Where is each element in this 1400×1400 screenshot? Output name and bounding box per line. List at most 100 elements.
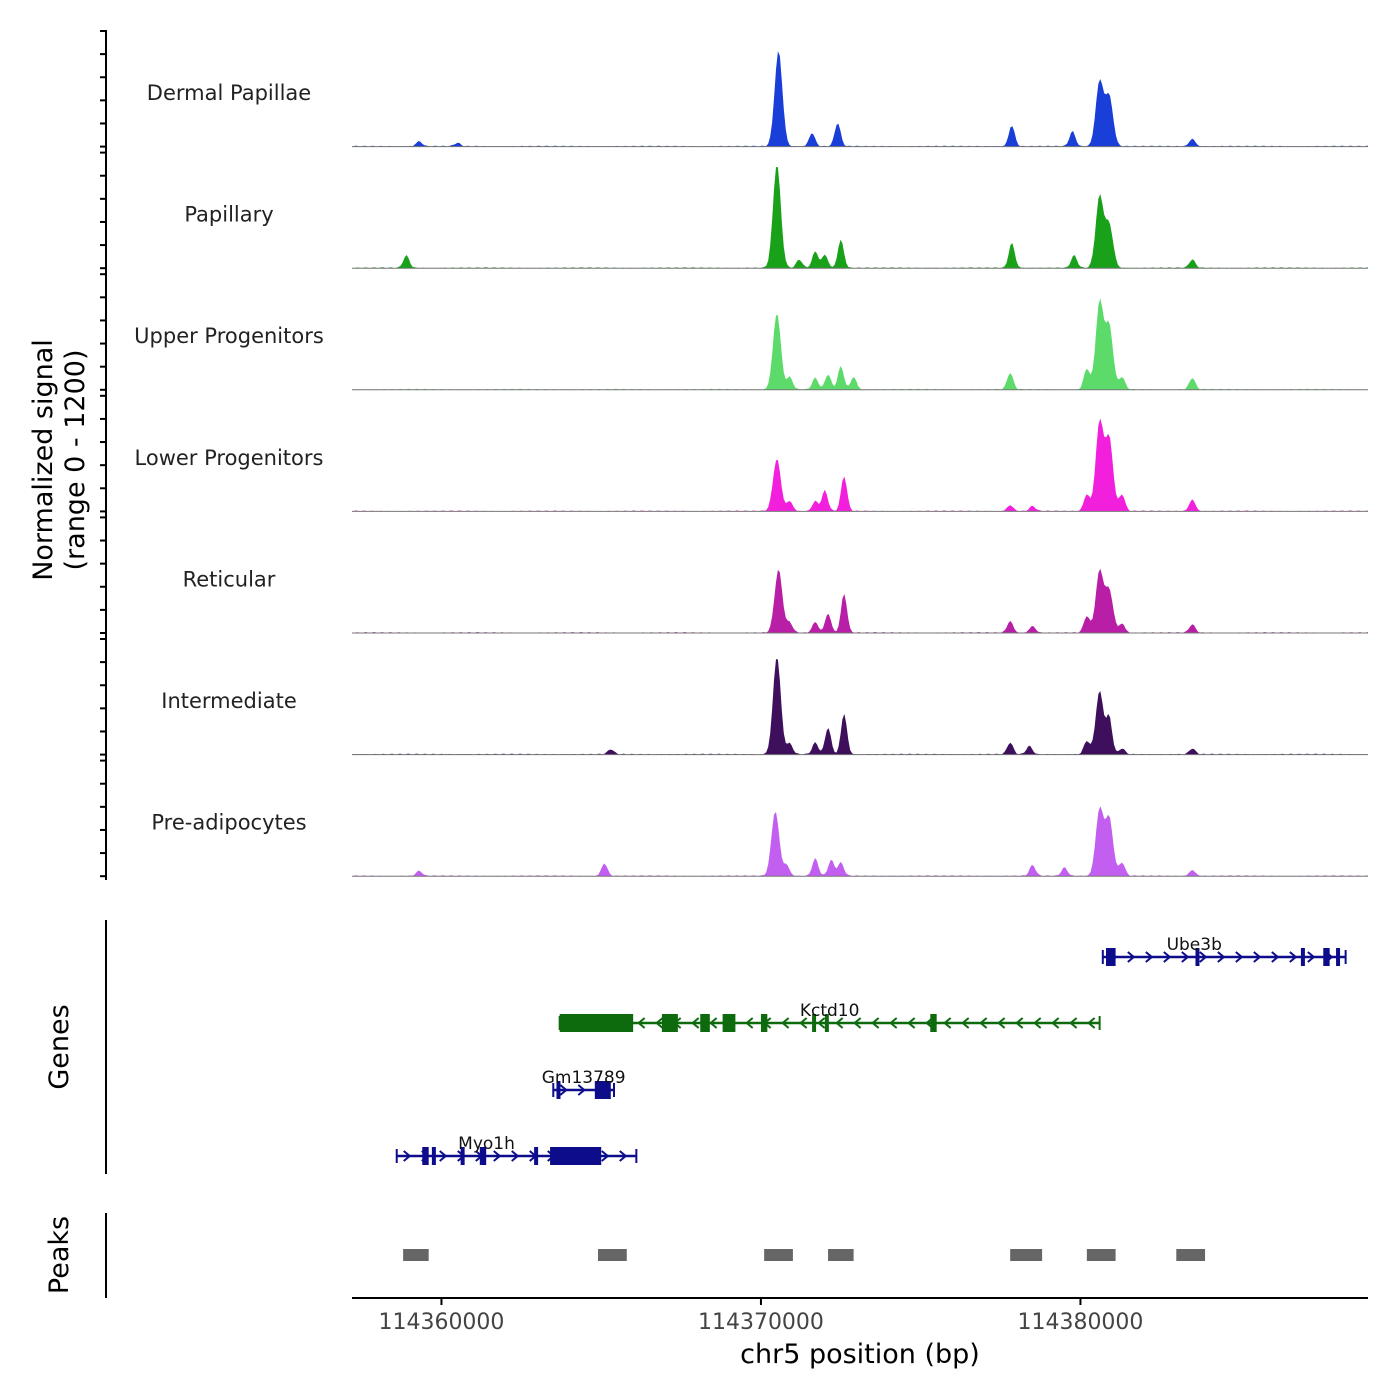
strand-arrow [889, 1017, 898, 1029]
strand-arrow [907, 1017, 916, 1029]
track-label: Pre-adipocytes [151, 811, 306, 835]
strand-arrow [781, 1017, 790, 1029]
gene: Ube3b [1101, 935, 1347, 966]
gene-exon [1106, 948, 1116, 966]
strand-arrow [961, 1017, 970, 1029]
gene-exon [812, 1014, 817, 1032]
signal-area [352, 298, 1368, 390]
strand-arrow [1127, 951, 1136, 963]
strand-arrow [1289, 951, 1298, 963]
strand-arrow [1199, 951, 1208, 963]
peak-region [828, 1249, 854, 1261]
gene-exon [594, 1081, 611, 1099]
gene-exon [1300, 948, 1305, 966]
strand-arrow [577, 1084, 586, 1096]
strand-arrow [655, 1017, 664, 1029]
strand-arrow [439, 1150, 448, 1162]
strand-arrow [853, 1017, 862, 1029]
strand-arrow [871, 1017, 880, 1029]
strand-arrow [493, 1150, 502, 1162]
coverage-tracks: Dermal Papillae Papillary Upper Progenitor… [134, 51, 1368, 877]
gene: Kctd10 [558, 1001, 1101, 1032]
coverage-track: Intermediate [161, 659, 1368, 756]
strand-arrow [1145, 951, 1154, 963]
track-label: Upper Progenitors [134, 324, 324, 348]
signal-area [352, 806, 1368, 877]
coverage-track: Reticular [183, 567, 1368, 634]
strand-arrow [619, 1150, 628, 1162]
strand-arrow [403, 1150, 412, 1162]
coverage-track: Pre-adipocytes [151, 806, 1368, 877]
gene-label: Ube3b [1167, 935, 1222, 955]
strand-arrow [637, 1017, 646, 1029]
peak-region [764, 1249, 793, 1261]
strand-arrow [1271, 951, 1280, 963]
gene-exon [556, 1081, 561, 1099]
gene-exon [661, 1014, 678, 1032]
axes: 114360000 114370000 114380000 [100, 30, 1368, 1335]
x-tick-label: 114380000 [1017, 1310, 1143, 1335]
coverage-track: Upper Progenitors [134, 298, 1368, 391]
gene-exon [431, 1147, 436, 1165]
gene-exon [1336, 948, 1341, 966]
coverage-track: Papillary [184, 167, 1368, 269]
gene: Gm13789 [542, 1068, 626, 1099]
gene-exon [550, 1147, 602, 1165]
strand-arrow [601, 1150, 610, 1162]
strand-arrow [1033, 1017, 1042, 1029]
signal-area [352, 418, 1368, 512]
strand-arrow [559, 1084, 568, 1096]
signal-area [352, 51, 1368, 147]
y-axis-title-line2: (range 0 - 1200) [60, 350, 91, 571]
strand-arrow [1087, 1017, 1096, 1029]
strand-arrow [1069, 1017, 1078, 1029]
gene-exon [722, 1014, 736, 1032]
x-tick-label: 114370000 [698, 1310, 824, 1335]
strand-arrow [1181, 951, 1190, 963]
signal-area [352, 568, 1368, 633]
gene-exon [460, 1147, 465, 1165]
peak-region [1010, 1249, 1043, 1261]
gene-track: Ube3b Kctd10 Gm13789 Myo1h [395, 935, 1347, 1165]
strand-arrow [691, 1017, 700, 1029]
x-tick-label: 114360000 [378, 1310, 504, 1335]
strand-arrow [997, 1017, 1006, 1029]
gene-exon [700, 1014, 710, 1032]
strand-arrow [1235, 951, 1244, 963]
track-label: Intermediate [161, 689, 297, 713]
strand-arrow [979, 1017, 988, 1029]
coverage-track: Dermal Papillae [147, 51, 1368, 148]
signal-area [352, 659, 1368, 755]
gene-label: Myo1h [458, 1134, 515, 1154]
coverage-track: Lower Progenitors [135, 418, 1368, 512]
gene-exon [559, 1014, 634, 1032]
gene-exon [1195, 948, 1200, 966]
gene-exon [479, 1147, 487, 1165]
y-axis-title-line1: Normalized signal [28, 339, 59, 581]
strand-arrow [1253, 951, 1262, 963]
gene-exon [824, 1014, 829, 1032]
strand-arrow [511, 1150, 520, 1162]
gene-exon [534, 1147, 539, 1165]
track-label: Papillary [184, 203, 273, 227]
signal-area [352, 167, 1368, 269]
genes-axis-title: Genes [44, 1004, 75, 1089]
x-axis-title: chr5 position (bp) [740, 1339, 980, 1370]
peaks-axis-title: Peaks [44, 1216, 75, 1294]
strand-arrow [817, 1017, 826, 1029]
gene-exon [422, 1147, 429, 1165]
gene: Myo1h [395, 1134, 638, 1165]
strand-arrow [799, 1017, 808, 1029]
strand-arrow [1217, 951, 1226, 963]
peak-region [598, 1249, 627, 1261]
strand-arrow [835, 1017, 844, 1029]
peak-region [1176, 1249, 1206, 1261]
peak-region [403, 1249, 429, 1261]
peak-track [403, 1249, 1206, 1261]
gene-exon [1323, 948, 1330, 966]
strand-arrow [1015, 1017, 1024, 1029]
track-label: Lower Progenitors [135, 446, 324, 470]
gene-label: Kctd10 [800, 1001, 860, 1021]
strand-arrow [1163, 951, 1172, 963]
